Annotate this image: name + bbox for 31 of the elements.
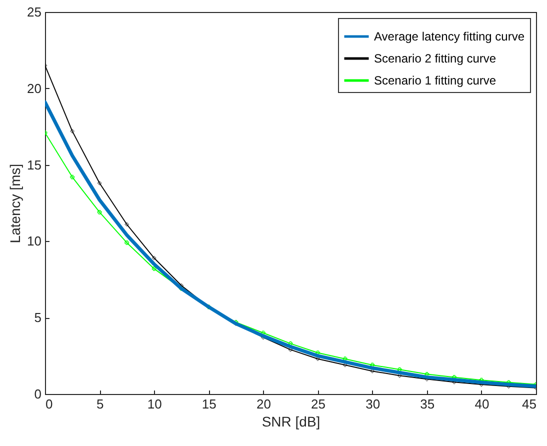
legend-label: Scenario 2 fitting curve: [374, 52, 496, 66]
legend-label: Average latency fitting curve: [374, 30, 525, 44]
x-tick-label: 25: [311, 396, 326, 412]
x-tick-label: 35: [420, 396, 435, 412]
x-tick-label: 40: [474, 396, 490, 412]
point: [97, 180, 102, 186]
x-tick-label: 45: [522, 396, 536, 412]
point: [124, 240, 130, 245]
point: [424, 372, 430, 376]
x-tick-label: 15: [202, 396, 216, 412]
y-tick-label: 0: [34, 386, 42, 402]
point: [70, 174, 74, 180]
x-tick-label: 5: [96, 396, 104, 412]
x-axis-title: SNR [dB]: [262, 414, 320, 430]
y-axis-title: Latency [ms]: [7, 164, 24, 244]
y-tick-label: 5: [34, 310, 42, 326]
point: [152, 266, 156, 271]
y-tick-label: 25: [27, 4, 42, 20]
x-tick-label: 0: [46, 396, 53, 412]
point: [288, 341, 293, 346]
legend-label: Scenario 1 fitting curve: [374, 74, 496, 88]
point: [97, 210, 102, 214]
y-tick-label: 15: [27, 157, 42, 172]
y-tick-label: 10: [27, 234, 42, 249]
x-tick-label: 30: [366, 396, 380, 412]
point: [316, 350, 320, 355]
point: [124, 222, 130, 227]
point: [152, 256, 156, 260]
x-tick-label: 10: [147, 396, 162, 412]
x-tick-label: 20: [256, 396, 271, 412]
y-tick-label: 20: [27, 80, 42, 96]
